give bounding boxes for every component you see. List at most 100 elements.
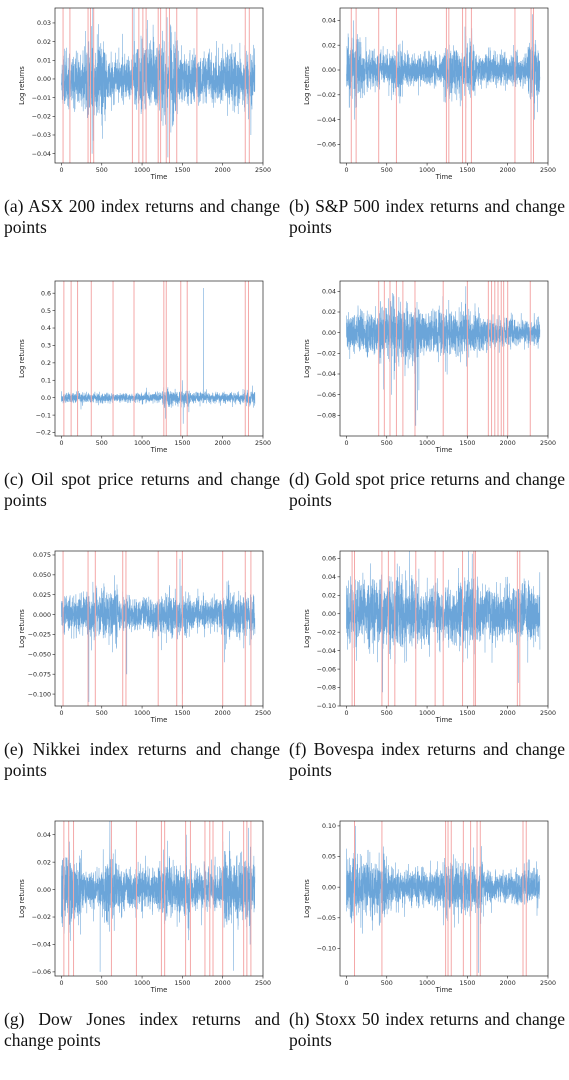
y-tick-label-g-0: −0.06 [32, 969, 51, 976]
x-tick-label-h-0: 0 [344, 980, 348, 987]
y-tick-label-f-7: 0.04 [322, 574, 336, 581]
caption-c: (c) Oil spot price returns and change po… [4, 469, 280, 510]
y-axis-label-c: Log returns [18, 339, 26, 378]
x-tick-label-c-1: 500 [96, 440, 108, 447]
chart-h: 0 500 1000 1500 2000 2500 −0.10 −0.05 0.00 0.05 0.… [303, 820, 556, 994]
x-tick-label-b-0: 0 [344, 167, 348, 174]
series-line-h [346, 825, 541, 973]
x-tick-label-a-3: 1500 [174, 167, 190, 174]
y-tick-label-d-4: 0.00 [322, 330, 336, 337]
y-tick-label-c-3: 0.1 [41, 377, 51, 384]
x-axis-label-a: Time [150, 173, 168, 181]
x-axis-label-h: Time [435, 986, 453, 994]
chart-g: 0 500 1000 1500 2000 2500 −0.06 −0.04 −0.02 0.00 0… [18, 820, 271, 994]
plot-frame-g [54, 820, 264, 977]
y-tick-label-f-5: 0.00 [322, 611, 336, 618]
x-tick-label-f-0: 0 [344, 710, 348, 717]
x-tick-label-b-1: 500 [381, 167, 393, 174]
y-axis-label-g: Log returns [18, 879, 26, 918]
x-tick-label-c-0: 0 [59, 440, 63, 447]
y-tick-label-e-6: 0.050 [33, 572, 51, 579]
y-tick-label-a-1: −0.03 [32, 132, 51, 139]
y-tick-label-f-1: −0.08 [317, 685, 336, 692]
x-tick-label-b-2: 1000 [419, 167, 435, 174]
y-tick-label-b-3: 0.00 [322, 67, 336, 74]
x-tick-label-g-2: 1000 [134, 980, 150, 987]
y-tick-label-d-6: 0.04 [322, 289, 336, 296]
panel-g: 0 500 1000 1500 2000 2500 −0.06 −0.04 −0.02 0.00 0… [0, 813, 282, 1080]
x-tick-label-c-2: 1000 [134, 440, 150, 447]
y-tick-label-f-8: 0.06 [322, 556, 336, 563]
y-tick-label-e-0: −0.100 [28, 691, 51, 698]
caption-g: (g) Dow Jones index returns and change p… [4, 1009, 280, 1050]
x-tick-label-e-4: 2000 [215, 710, 231, 717]
y-tick-label-c-8: 0.6 [41, 290, 51, 297]
x-tick-label-a-1: 500 [96, 167, 108, 174]
y-tick-label-h-1: −0.05 [317, 915, 336, 922]
x-tick-label-a-2: 1000 [134, 167, 150, 174]
x-tick-label-a-5: 2500 [255, 167, 271, 174]
x-tick-label-f-2: 1000 [419, 710, 435, 717]
y-tick-label-h-2: 0.00 [322, 884, 336, 891]
x-tick-label-e-3: 1500 [174, 710, 190, 717]
panel-f: 0 500 1000 1500 2000 2500 −0.10 −0.08 −0.06 −0.04… [285, 543, 567, 810]
y-tick-label-a-7: 0.03 [37, 20, 51, 27]
y-tick-label-b-1: −0.04 [317, 117, 336, 124]
y-tick-label-d-3: −0.02 [317, 351, 336, 358]
x-axis-label-g: Time [150, 986, 168, 994]
plot-frame-f [339, 550, 549, 707]
y-tick-label-d-5: 0.02 [322, 309, 336, 316]
y-tick-label-d-1: −0.06 [317, 392, 336, 399]
y-tick-label-a-3: −0.01 [32, 95, 51, 102]
plot-frame-d [339, 280, 549, 437]
y-tick-label-h-0: −0.10 [317, 946, 336, 953]
y-axis-label-h: Log returns [303, 879, 311, 918]
y-tick-label-c-4: 0.2 [41, 360, 51, 367]
y-tick-label-e-3: −0.025 [28, 632, 51, 639]
y-tick-label-b-2: −0.02 [317, 92, 336, 99]
y-tick-label-f-3: −0.04 [317, 648, 336, 655]
x-axis-label-f: Time [435, 716, 453, 724]
x-tick-label-h-2: 1000 [419, 980, 435, 987]
x-axis-label-c: Time [150, 446, 168, 454]
x-tick-label-h-5: 2500 [540, 980, 556, 987]
y-axis-label-b: Log returns [303, 66, 311, 105]
x-tick-label-f-3: 1500 [459, 710, 475, 717]
panel-a: 0 500 1000 1500 2000 2500 −0.04 −0.03 −0.02 −0.01… [0, 0, 282, 267]
caption-b: (b) S&P 500 index returns and change poi… [289, 196, 565, 237]
x-tick-label-d-2: 1000 [419, 440, 435, 447]
chart-e: 0 500 1000 1500 2000 2500 −0.100 −0.075 −0.050 −0… [18, 550, 271, 724]
x-tick-label-b-5: 2500 [540, 167, 556, 174]
x-tick-label-a-4: 2000 [215, 167, 231, 174]
x-tick-label-e-2: 1000 [134, 710, 150, 717]
chart-d: 0 500 1000 1500 2000 2500 −0.08 −0.06 −0.04 −0.02… [303, 280, 556, 454]
caption-h: (h) Stoxx 50 index returns and change po… [289, 1009, 565, 1050]
x-tick-label-f-4: 2000 [500, 710, 516, 717]
x-axis-label-d: Time [435, 446, 453, 454]
plot-frame-c [54, 280, 264, 437]
y-tick-label-c-6: 0.4 [41, 325, 51, 332]
y-tick-label-e-4: 0.000 [33, 612, 51, 619]
y-tick-label-b-5: 0.04 [322, 18, 336, 25]
y-tick-label-a-4: 0.00 [37, 76, 51, 83]
x-tick-label-g-4: 2000 [215, 980, 231, 987]
x-tick-label-h-3: 1500 [459, 980, 475, 987]
caption-e: (e) Nikkei index returns and change poin… [4, 739, 280, 780]
x-tick-label-g-3: 1500 [174, 980, 190, 987]
y-tick-label-h-4: 0.10 [322, 823, 336, 830]
plot-area-c [55, 281, 263, 436]
plot-frame-a [54, 7, 264, 164]
x-tick-label-d-1: 500 [381, 440, 393, 447]
y-tick-label-a-0: −0.04 [32, 151, 51, 158]
y-tick-label-e-5: 0.025 [33, 592, 51, 599]
x-tick-label-g-5: 2500 [255, 980, 271, 987]
panel-b: 0 500 1000 1500 2000 2500 −0.06 −0.04 −0.02 0.00 0… [285, 0, 567, 267]
x-tick-label-f-1: 500 [381, 710, 393, 717]
x-axis-label-e: Time [150, 716, 168, 724]
y-tick-label-a-6: 0.02 [37, 39, 51, 46]
y-tick-label-h-3: 0.05 [322, 854, 336, 861]
chart-a: 0 500 1000 1500 2000 2500 −0.04 −0.03 −0.02 −0.01… [18, 7, 271, 181]
x-tick-label-c-4: 2000 [215, 440, 231, 447]
panel-e: 0 500 1000 1500 2000 2500 −0.100 −0.075 −0.050 −0… [0, 543, 282, 810]
y-tick-label-a-2: −0.02 [32, 114, 51, 121]
